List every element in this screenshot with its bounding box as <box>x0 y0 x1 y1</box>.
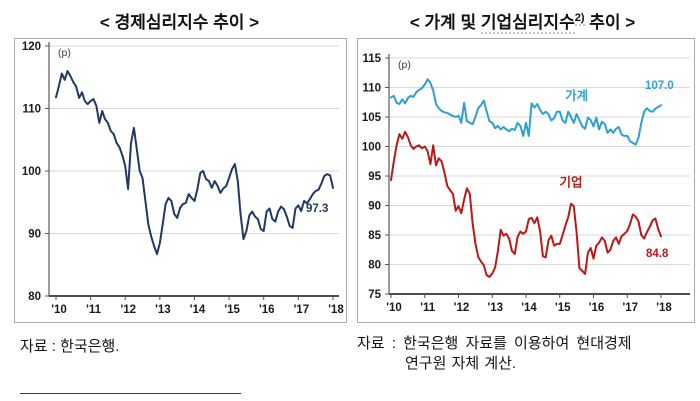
y-tick-label: 85 <box>368 230 381 242</box>
right-title-main: 기업심리지수 <box>480 13 575 34</box>
x-tick-label: '14 <box>190 304 206 316</box>
x-tick-label: '12 <box>454 302 470 314</box>
business-series-label: 기업 <box>559 175 582 190</box>
y-tick-label: 110 <box>22 104 41 116</box>
business-line <box>390 130 662 278</box>
esi-chart-panel: 80 90 100 110 120 '10 '11 '12 '13 '14 '15 '16 '17 '18… <box>14 38 347 323</box>
household-end-value-label: 107.0 <box>645 80 674 92</box>
x-tick-label: '17 <box>294 304 310 316</box>
x-tick-label: '18 <box>328 304 344 316</box>
left-chart-title: < 경제심리지수 추이 > <box>99 13 260 32</box>
x-tick-label: '14 <box>521 302 537 314</box>
household-series-label: 가계 <box>565 88 588 103</box>
left-source-note: 자료 : 한국은행. <box>20 338 120 355</box>
x-tick-label: '10 <box>51 304 67 316</box>
x-tick-label: '11 <box>86 304 101 316</box>
y-tick-label: 115 <box>362 53 381 65</box>
unit-label: (p) <box>398 59 411 71</box>
y-tick-label: 100 <box>362 142 381 154</box>
esi-line <box>55 70 334 256</box>
x-tick-label: '18 <box>656 302 672 314</box>
y-tick-label: 80 <box>368 260 381 272</box>
x-tick-label: '16 <box>589 302 605 314</box>
x-tick-label: '15 <box>224 304 240 316</box>
x-tick-label: '13 <box>155 304 171 316</box>
x-tick-label: '11 <box>420 302 435 314</box>
household-business-chart-panel: 75 80 85 90 95 100 105 110 115 '10 '11 '12 '13 '14 '15… <box>357 38 695 323</box>
right-chart-title: < 가계 및 기업심리지수2) 추이 > <box>352 8 693 34</box>
x-tick-label: '12 <box>120 304 136 316</box>
y-tick-label: 120 <box>22 41 41 53</box>
x-tick-label: '15 <box>555 302 571 314</box>
right-title-close: 추이 > <box>584 13 636 32</box>
business-end-value-label: 84.8 <box>646 248 669 260</box>
right-source-line2: 연구원 자체 계산. <box>405 355 517 372</box>
x-tick-label: '16 <box>259 304 275 316</box>
household-business-chart-canvas: 75 80 85 90 95 100 105 110 115 '10 '11 '12 '13 '14 '15… <box>362 53 690 314</box>
right-title-footnote-marker: 2) <box>574 12 585 27</box>
y-tick-label: 75 <box>368 289 381 301</box>
esi-end-value-label: 97.3 <box>306 203 328 215</box>
household-line <box>390 78 662 146</box>
y-tick-label: 95 <box>368 171 381 183</box>
x-tick-label: '17 <box>622 302 638 314</box>
y-tick-label: 80 <box>28 291 41 303</box>
x-tick-label: '13 <box>487 302 503 314</box>
right-title-open: < 가계 및 <box>409 13 481 32</box>
x-tick-label: '10 <box>386 302 402 314</box>
unit-label: (p) <box>58 47 71 59</box>
y-tick-label: 100 <box>22 166 41 178</box>
y-tick-label: 90 <box>368 201 381 213</box>
footnote-separator-rule <box>20 393 241 394</box>
right-source-line1: 자료 : 한국은행 자료를 이용하여 현대경제 <box>357 335 632 352</box>
y-tick-label: 90 <box>28 229 41 241</box>
y-tick-label: 105 <box>362 112 382 124</box>
esi-chart-canvas: 80 90 100 110 120 '10 '11 '12 '13 '14 '15 '16 '17 '18… <box>22 41 344 316</box>
y-tick-label: 110 <box>362 83 381 95</box>
right-source-note: 자료 : 한국은행 자료를 이용하여 현대경제 연구원 자체 계산. <box>357 334 695 374</box>
